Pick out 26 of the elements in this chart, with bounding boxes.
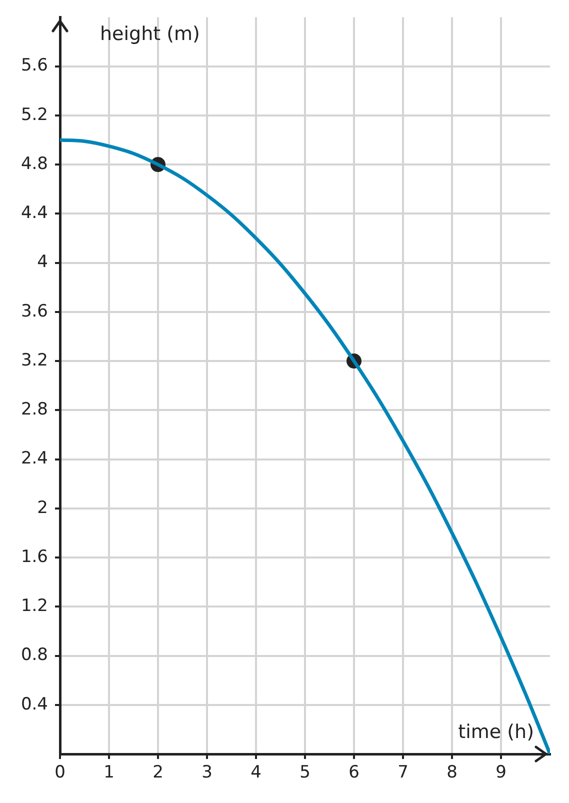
x-tick-label: 3 <box>202 762 212 783</box>
y-tick-label: 2 <box>37 498 48 518</box>
y-tick-label: 2.4 <box>20 448 48 469</box>
y-tick-label: 0.8 <box>20 645 48 666</box>
x-tick-label: 2 <box>152 762 164 783</box>
y-tick-label: 3.2 <box>20 350 48 370</box>
x-tick-label: 7 <box>398 762 408 783</box>
y-tick-label: 4 <box>37 252 48 272</box>
x-axis-title: time (h) <box>458 720 534 743</box>
y-axis-title: height (m) <box>100 23 200 46</box>
y-tick-label: 4.8 <box>20 154 48 174</box>
x-tick-label: 1 <box>104 762 114 783</box>
y-tick-label: 5.6 <box>20 56 48 76</box>
x-tick-label: 6 <box>348 762 360 783</box>
x-tick-label: 4 <box>250 762 262 783</box>
y-tick-label: 1.2 <box>20 596 48 616</box>
x-tick-label: 0 <box>54 762 66 783</box>
y-tick-label: 5.2 <box>20 104 48 125</box>
x-tick-label: 5 <box>300 762 310 783</box>
y-tick-label: 1.6 <box>20 546 48 567</box>
y-tick-label: 4.4 <box>20 203 48 224</box>
y-tick-label: 3.6 <box>20 301 48 322</box>
x-tick-label: 8 <box>446 762 458 783</box>
x-tick-label: 9 <box>496 762 506 783</box>
y-tick-label: 2.8 <box>20 400 48 420</box>
y-tick-label: 0.4 <box>20 694 48 714</box>
